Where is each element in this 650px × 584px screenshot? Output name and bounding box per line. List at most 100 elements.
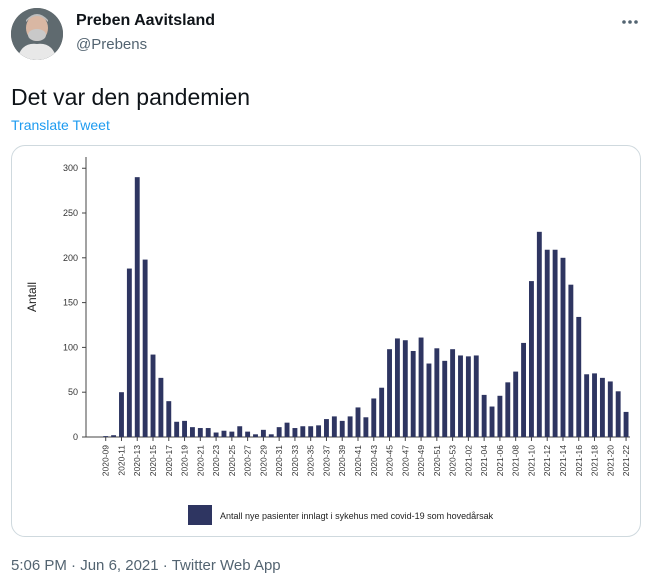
x-tick-label: 2020-27 bbox=[243, 445, 253, 476]
separator: · bbox=[66, 557, 81, 574]
bar bbox=[434, 348, 440, 437]
x-tick-label: 2021-02 bbox=[463, 445, 473, 476]
bar bbox=[410, 350, 416, 437]
bar bbox=[607, 381, 613, 437]
tweet-date[interactable]: Jun 6, 2021 bbox=[80, 557, 159, 574]
bar bbox=[513, 371, 519, 437]
tweet-media-image[interactable]: 0 50 100 150 200 250 300 Antall 2020-09 2020-11 20… bbox=[11, 145, 641, 537]
bar bbox=[316, 425, 322, 437]
translate-tweet-link[interactable]: Translate Tweet bbox=[11, 117, 110, 133]
bar bbox=[253, 434, 258, 437]
bar bbox=[623, 411, 629, 437]
bar bbox=[150, 354, 156, 437]
x-tick-label: 2020-11 bbox=[116, 445, 126, 476]
bar bbox=[544, 249, 550, 437]
bar bbox=[197, 428, 203, 437]
x-tick-label: 2020-15 bbox=[148, 445, 158, 476]
bar bbox=[126, 268, 132, 437]
more-dots-icon bbox=[622, 20, 638, 24]
x-tick-label: 2020-39 bbox=[337, 445, 347, 476]
bar bbox=[450, 349, 456, 437]
x-tick-label: 2020-09 bbox=[101, 445, 111, 476]
y-axis-title: Antall bbox=[25, 282, 39, 312]
bar bbox=[174, 421, 180, 437]
avatar[interactable] bbox=[11, 8, 63, 60]
bar bbox=[599, 377, 605, 437]
x-tick-label: 2021-06 bbox=[495, 445, 505, 476]
x-tick-label: 2021-12 bbox=[542, 445, 552, 476]
bar bbox=[229, 431, 235, 437]
x-tick-label: 2021-04 bbox=[479, 445, 489, 476]
bar bbox=[568, 284, 574, 437]
bar bbox=[465, 356, 471, 437]
x-tick-label: 2020-23 bbox=[211, 445, 221, 476]
x-tick-label: 2020-43 bbox=[369, 445, 379, 476]
y-tick-label: 250 bbox=[63, 208, 78, 218]
bar bbox=[284, 422, 290, 437]
bar bbox=[481, 394, 487, 437]
bar bbox=[111, 435, 117, 437]
x-tick-label: 2021-14 bbox=[558, 445, 568, 476]
x-tick-label: 2020-35 bbox=[306, 445, 316, 476]
tweet-source[interactable]: Twitter Web App bbox=[171, 557, 281, 574]
legend-label: Antall nye pasienter innlagt i sykehus m… bbox=[220, 511, 494, 521]
x-tick-label: 2020-37 bbox=[321, 445, 331, 476]
bar bbox=[473, 355, 479, 437]
bar bbox=[245, 431, 251, 437]
x-tick-label: 2020-51 bbox=[432, 445, 442, 476]
bar bbox=[497, 395, 503, 437]
x-tick-label: 2020-53 bbox=[448, 445, 458, 476]
bar bbox=[119, 392, 124, 437]
bar bbox=[505, 382, 511, 437]
bar bbox=[552, 249, 558, 437]
bar bbox=[142, 259, 148, 437]
legend-swatch bbox=[188, 505, 212, 525]
bar bbox=[134, 177, 140, 437]
bar bbox=[158, 377, 164, 437]
tweet-text: Det var den pandemien bbox=[11, 84, 251, 110]
y-tick-label: 200 bbox=[63, 253, 78, 263]
x-tick-label: 2020-19 bbox=[180, 445, 190, 476]
bar bbox=[300, 426, 306, 437]
bar bbox=[418, 337, 424, 437]
bar bbox=[592, 373, 597, 437]
bar bbox=[331, 416, 337, 437]
bar bbox=[324, 419, 329, 437]
y-tick-label: 150 bbox=[63, 298, 78, 308]
y-tick-label: 50 bbox=[68, 387, 78, 397]
x-tick-label: 2020-31 bbox=[274, 445, 284, 476]
bar bbox=[379, 387, 385, 437]
bar bbox=[489, 406, 495, 437]
bar bbox=[276, 427, 282, 437]
author-name[interactable]: Preben Aavitsland bbox=[76, 12, 216, 29]
bar bbox=[355, 407, 361, 437]
x-tick-label: 2021-22 bbox=[621, 445, 631, 476]
y-tick-label: 100 bbox=[63, 342, 78, 352]
author-handle[interactable]: @Prebens bbox=[76, 36, 148, 53]
y-tick-label: 300 bbox=[63, 163, 78, 173]
x-tick-label: 2020-29 bbox=[258, 445, 268, 476]
x-tick-label: 2020-45 bbox=[385, 445, 395, 476]
bar bbox=[292, 428, 298, 437]
bar bbox=[426, 363, 432, 437]
bar bbox=[205, 428, 211, 437]
bar bbox=[521, 342, 527, 437]
x-tick-label: 2020-21 bbox=[195, 445, 205, 476]
more-button[interactable] bbox=[616, 8, 644, 36]
bar bbox=[363, 417, 369, 437]
bar bbox=[394, 338, 400, 437]
bar bbox=[213, 432, 219, 437]
bar bbox=[347, 416, 353, 437]
bar bbox=[268, 434, 274, 437]
tweet-time[interactable]: 5:06 PM bbox=[11, 557, 67, 574]
x-tick-label: 2021-08 bbox=[511, 445, 521, 476]
x-tick-label: 2021-10 bbox=[526, 445, 536, 476]
bar bbox=[308, 426, 314, 437]
y-tick-label: 0 bbox=[73, 432, 78, 442]
bar-chart: 0 50 100 150 200 250 300 Antall 2020-09 2020-11 20… bbox=[25, 157, 631, 525]
x-tick-label: 2020-17 bbox=[164, 445, 174, 476]
bar bbox=[387, 349, 392, 437]
bar bbox=[166, 401, 172, 437]
x-tick-label: 2020-25 bbox=[227, 445, 237, 476]
